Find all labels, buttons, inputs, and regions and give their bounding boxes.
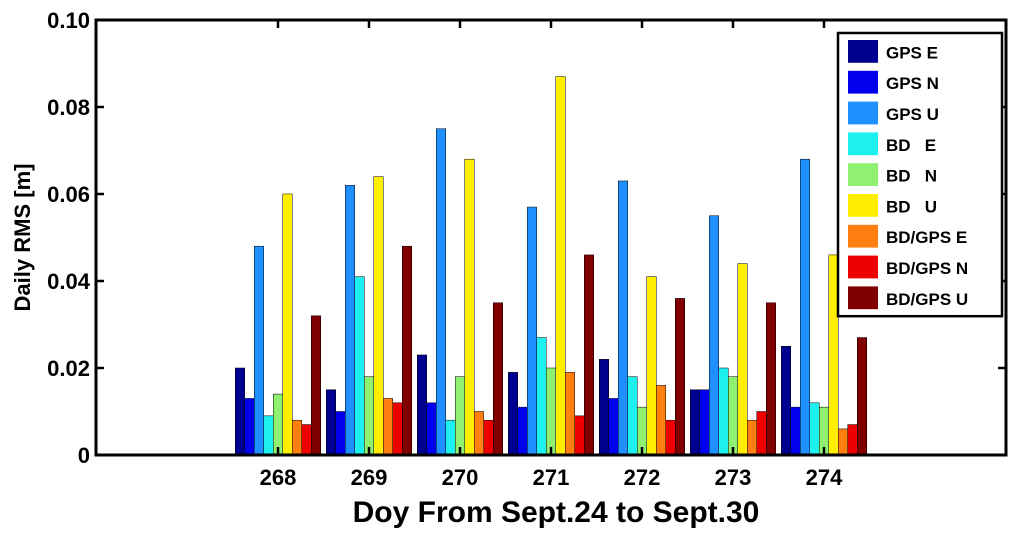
bar-272-0 xyxy=(599,359,609,456)
bar-271-6 xyxy=(565,372,575,456)
bar-273-3 xyxy=(718,367,729,456)
bar-274-1 xyxy=(790,406,801,456)
x-tick-label: 268 xyxy=(260,465,297,490)
bar-273-2 xyxy=(709,215,719,456)
bar-274-8 xyxy=(857,337,867,456)
bar-271-5 xyxy=(555,76,566,456)
x-tick-label: 273 xyxy=(715,465,752,490)
bar-270-6 xyxy=(474,411,484,456)
y-tick-label: 0.06 xyxy=(47,182,90,207)
bar-271-7 xyxy=(574,415,585,456)
legend-swatch xyxy=(848,70,878,94)
legend-swatch xyxy=(848,163,878,186)
bar-268-0 xyxy=(235,367,245,456)
y-tick-label: 0.08 xyxy=(47,95,90,120)
bar-272-7 xyxy=(665,419,676,456)
legend-label: BD/GPS U xyxy=(886,290,968,309)
bar-274-2 xyxy=(800,158,810,456)
bar-270-5 xyxy=(464,158,475,456)
legend-label: GPS E xyxy=(886,43,938,62)
bar-268-8 xyxy=(311,315,321,456)
bar-269-1 xyxy=(335,411,346,456)
bar-270-3 xyxy=(445,419,456,456)
x-tick-label: 269 xyxy=(351,465,388,490)
bar-269-0 xyxy=(326,389,336,456)
bar-273-0 xyxy=(690,389,700,456)
labels-layer: 0 0.02 0.04 0.06 0.08 0.10 268 269 270 271 272 273 2… xyxy=(47,8,843,490)
bar-271-1 xyxy=(517,406,528,456)
bar-269-7 xyxy=(392,402,403,456)
bar-268-7 xyxy=(301,424,312,456)
legend-swatch xyxy=(848,224,878,248)
bar-269-6 xyxy=(383,398,393,456)
bar-271-8 xyxy=(584,254,594,456)
bar-270-7 xyxy=(483,419,494,456)
bar-272-8 xyxy=(675,298,685,456)
bar-274-7 xyxy=(847,424,858,456)
bar-272-6 xyxy=(656,385,666,456)
x-tick-label: 272 xyxy=(624,465,661,490)
bar-271-0 xyxy=(508,372,518,456)
legend-label: BD/GPS N xyxy=(886,259,968,278)
y-tick-label: 0.02 xyxy=(47,356,90,381)
bar-269-3 xyxy=(354,276,365,456)
legend-swatch xyxy=(848,101,878,125)
bar-268-1 xyxy=(244,398,255,456)
legend-swatch xyxy=(848,132,878,156)
legend-label: GPS N xyxy=(886,74,939,93)
bar-270-1 xyxy=(426,402,437,456)
bar-274-0 xyxy=(781,346,791,456)
bar-271-4 xyxy=(546,367,556,456)
legend-swatch xyxy=(848,255,878,279)
bar-268-2 xyxy=(254,245,264,456)
y-tick-label: 0.10 xyxy=(47,8,90,33)
bar-274-3 xyxy=(809,402,820,456)
bar-273-4 xyxy=(728,376,738,456)
legend-label: BD E xyxy=(886,136,936,155)
bar-272-1 xyxy=(608,398,619,456)
legend-label: GPS U xyxy=(886,105,939,124)
y-tick-label: 0 xyxy=(78,443,90,468)
y-axis-title: Daily RMS [m] xyxy=(10,164,35,312)
x-tick-label: 274 xyxy=(806,465,843,490)
bar-270-4 xyxy=(455,376,465,456)
bar-270-8 xyxy=(493,302,503,456)
bar-273-7 xyxy=(756,411,767,456)
legend-swatch xyxy=(848,40,878,63)
bar-270-0 xyxy=(417,354,427,456)
legend-swatch xyxy=(848,286,878,310)
legend: GPS E GPS N GPS U BD E BD N BD U BD/GPS E BD/GP… xyxy=(836,31,1004,318)
bar-269-8 xyxy=(402,245,412,456)
bars-layer xyxy=(235,76,867,456)
bar-269-4 xyxy=(364,376,374,456)
bar-273-6 xyxy=(747,419,757,456)
legend-swatch xyxy=(848,194,878,217)
legend-label: BD N xyxy=(886,167,937,186)
y-tick-label: 0.04 xyxy=(47,269,91,294)
bar-273-8 xyxy=(766,302,776,456)
bar-269-2 xyxy=(345,185,355,456)
bar-268-4 xyxy=(273,393,283,456)
legend-label: BD U xyxy=(886,197,937,216)
bar-269-5 xyxy=(373,176,384,456)
bar-268-6 xyxy=(292,419,302,456)
x-tick-label: 271 xyxy=(533,465,570,490)
bar-273-5 xyxy=(737,263,748,456)
bar-270-2 xyxy=(436,128,446,456)
bar-272-3 xyxy=(627,376,638,456)
x-axis-title: Doy From Sept.24 to Sept.30 xyxy=(353,496,760,529)
bar-268-3 xyxy=(263,415,274,456)
bar-271-3 xyxy=(536,337,547,456)
bar-271-2 xyxy=(527,206,537,456)
x-tick-label: 270 xyxy=(442,465,479,490)
legend-label: BD/GPS E xyxy=(886,228,967,247)
bar-268-5 xyxy=(282,193,293,456)
bar-274-6 xyxy=(838,428,848,456)
bar-273-1 xyxy=(699,389,710,456)
bar-272-5 xyxy=(646,276,657,456)
bar-272-2 xyxy=(618,180,628,456)
